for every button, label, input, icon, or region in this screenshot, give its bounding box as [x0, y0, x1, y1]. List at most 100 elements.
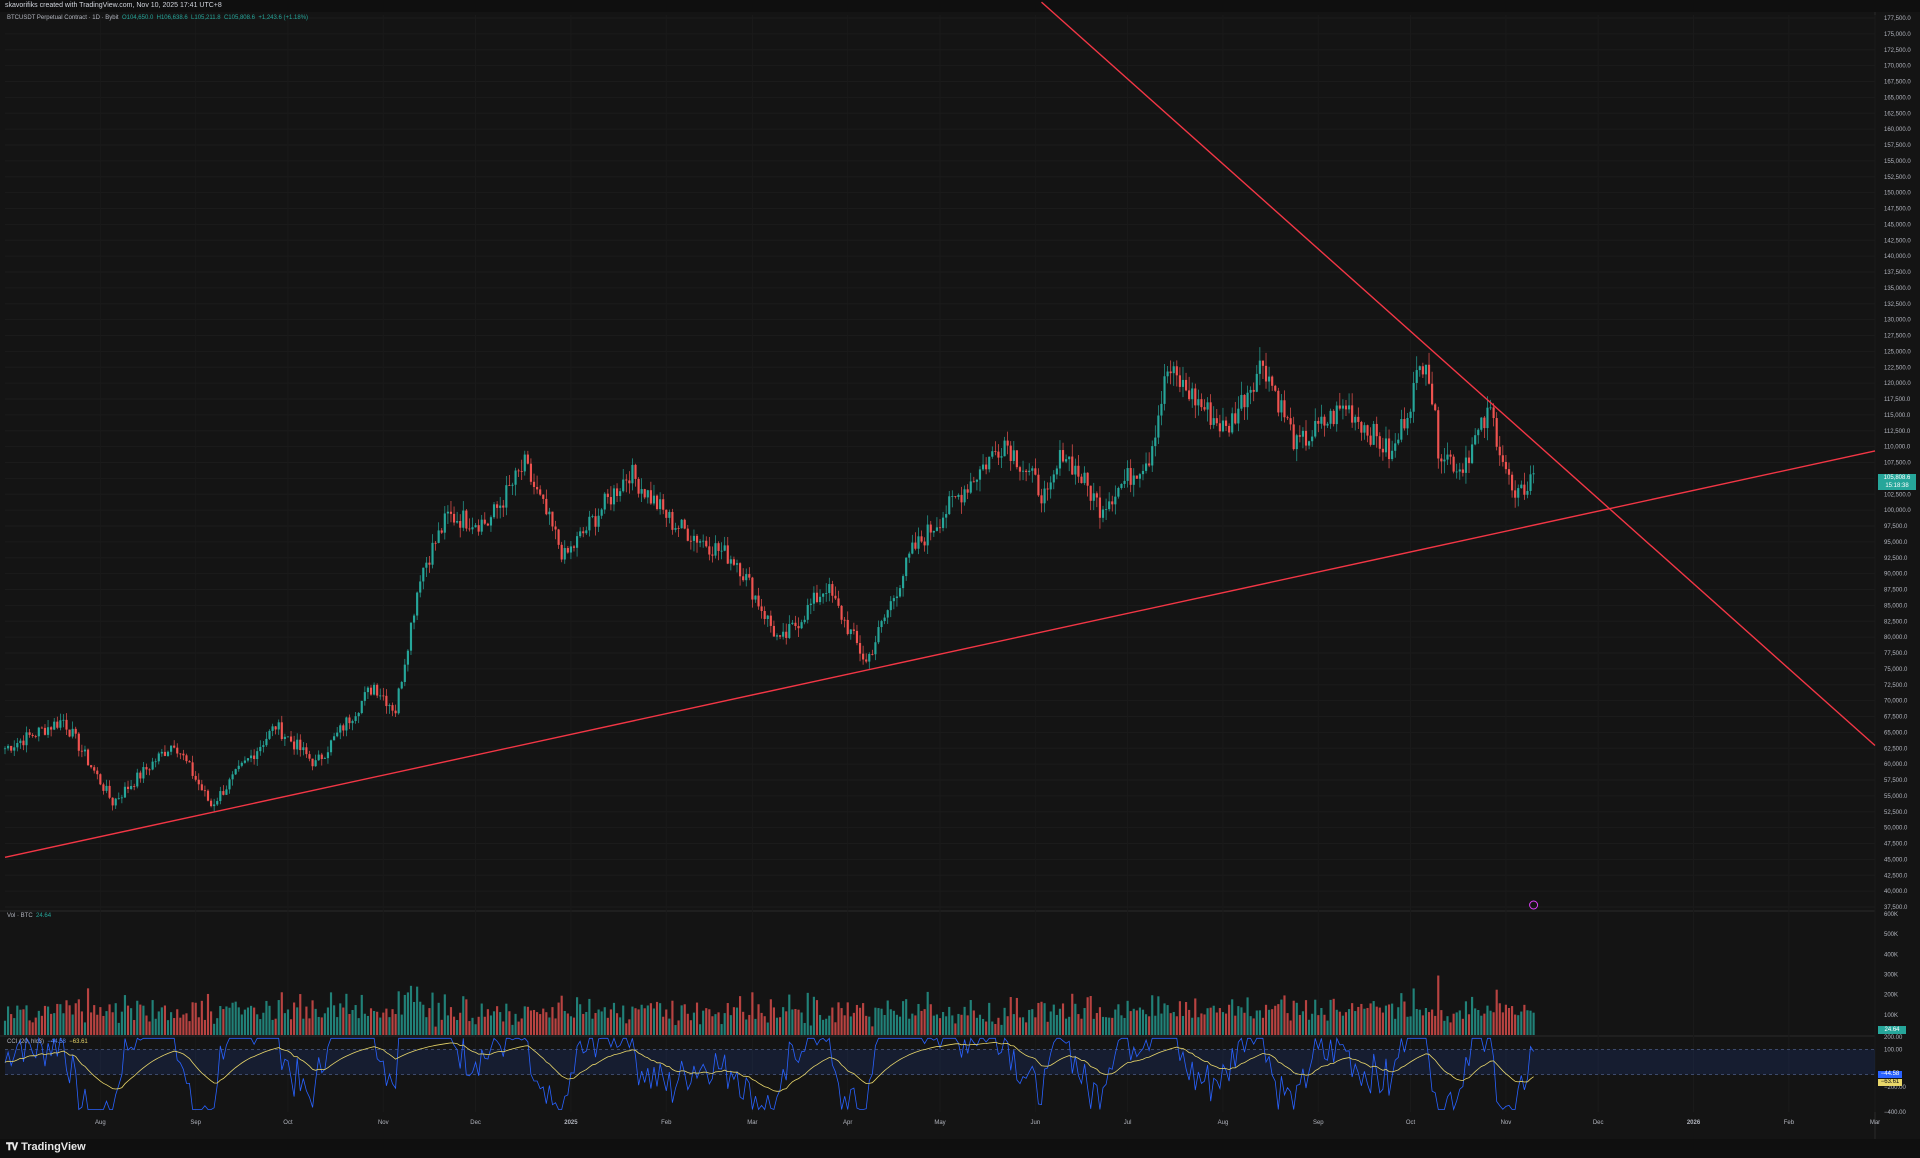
volume-bar: [975, 1017, 978, 1035]
candle-body: [1418, 366, 1421, 371]
candle-body: [406, 650, 409, 665]
volume-bar: [505, 1003, 508, 1035]
volume-bar: [1061, 1003, 1065, 1035]
volume-bar: [1304, 1000, 1308, 1035]
volume-bar: [1080, 1018, 1083, 1035]
candle-body: [751, 577, 754, 600]
volume-bar: [877, 1008, 880, 1035]
time-axis-label: Sep: [1313, 1120, 1324, 1126]
volume-bar: [935, 1014, 939, 1035]
candle-body: [366, 687, 370, 693]
volume-bar: [671, 1000, 674, 1035]
volume-bar: [376, 1011, 379, 1035]
volume-bar: [400, 1014, 403, 1035]
header-credit: skavorifiks created with TradingView.com…: [5, 2, 222, 9]
candle-body: [815, 592, 819, 603]
candle-body: [680, 519, 683, 529]
volume-bar: [1228, 1004, 1231, 1035]
candle-body: [1335, 405, 1338, 425]
volume-bar: [732, 1007, 736, 1035]
chart-area[interactable]: [0, 12, 1920, 1139]
candle-body: [1495, 418, 1498, 447]
volume-label: Vol · BTC: [7, 913, 33, 919]
volume-bar: [1274, 1005, 1277, 1035]
candle-body: [1117, 487, 1120, 497]
candle-body: [1406, 417, 1409, 429]
price-axis-label: 120,000.0: [1884, 381, 1911, 387]
volume-bar: [163, 1005, 167, 1035]
volume-bar: [646, 1005, 649, 1035]
candle-body: [1049, 482, 1052, 490]
candle-body: [1338, 405, 1341, 409]
candle-body: [1498, 446, 1501, 456]
volume-bar: [720, 1024, 723, 1035]
volume-bar: [1486, 1005, 1489, 1035]
volume-bar: [726, 1003, 729, 1035]
volume-bar: [108, 1004, 111, 1035]
volume-bar: [259, 1019, 262, 1035]
volume-bar: [114, 1003, 117, 1035]
candle-body: [1206, 402, 1209, 410]
volume-bar: [1046, 1021, 1049, 1035]
volume-bar: [1234, 1015, 1237, 1035]
volume-bar: [1347, 1009, 1351, 1035]
candle-body: [579, 531, 582, 537]
candle-body: [203, 790, 206, 792]
candle-body: [225, 789, 228, 795]
candle-body: [883, 617, 886, 622]
volume-bar: [333, 1005, 336, 1035]
candle-body: [683, 519, 686, 529]
candle-body: [1489, 407, 1492, 409]
cci-ma-line: [4, 1041, 1534, 1092]
volume-bar: [960, 1014, 963, 1035]
volume-bar: [1117, 1004, 1120, 1035]
time-axis-label: Jul: [1124, 1120, 1132, 1126]
candle-body: [1344, 405, 1348, 410]
candle-body: [351, 720, 354, 724]
volume-bar: [1452, 1013, 1455, 1035]
price-axis-label: 80,000.0: [1884, 635, 1908, 641]
candle-body: [219, 791, 222, 802]
candle-body: [772, 625, 775, 637]
candle-body: [1474, 435, 1477, 445]
volume-bar: [794, 1008, 797, 1035]
volume-bar: [1240, 1007, 1243, 1035]
candle-body: [188, 761, 191, 763]
volume-bar: [1154, 1015, 1157, 1035]
candle-body: [117, 798, 120, 800]
candle-body: [978, 469, 982, 480]
volume-bar: [1058, 1008, 1062, 1035]
candle-body: [1028, 470, 1031, 473]
volume-bar: [483, 1016, 486, 1035]
volume-bar: [855, 1004, 859, 1035]
candle-body: [634, 464, 637, 479]
price-axis-label: 152,500.0: [1884, 175, 1911, 181]
volume-bar: [474, 1024, 477, 1035]
tradingview-logo[interactable]: 𝐓𝐕 TradingView: [6, 1141, 86, 1153]
volume-bar: [545, 1012, 548, 1035]
price-axis-label: 142,500.0: [1884, 238, 1911, 244]
cci-tag: −44.58: [1878, 1071, 1902, 1078]
candle-body: [452, 513, 456, 523]
volume-bar: [649, 1003, 652, 1035]
volume-bar: [1375, 1006, 1378, 1035]
volume-bar: [228, 1007, 231, 1035]
candle-body: [1135, 475, 1138, 479]
volume-bar: [65, 1000, 68, 1035]
volume-bar: [1031, 1009, 1034, 1035]
candle-body: [329, 740, 333, 753]
candle-body: [1341, 405, 1344, 409]
candle-body: [216, 801, 219, 805]
candle-body: [951, 496, 954, 497]
candle-body: [726, 545, 729, 564]
volume-bar: [302, 1018, 305, 1035]
volume-bar: [40, 1015, 43, 1035]
price-axis-label: 67,500.0: [1884, 715, 1908, 721]
candle-body: [905, 557, 908, 577]
volume-bar: [43, 1005, 47, 1035]
candle-body: [354, 716, 357, 721]
candle-body: [1317, 421, 1320, 424]
volume-bar: [1298, 1014, 1301, 1035]
candle-body: [1455, 471, 1458, 473]
